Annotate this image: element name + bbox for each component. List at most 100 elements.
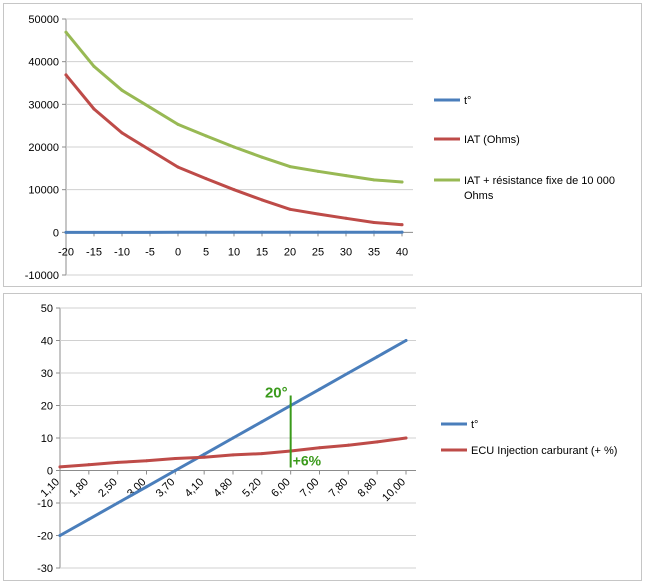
x-tick-label: -10	[114, 246, 130, 258]
x-tick-label: 10,00	[380, 476, 408, 504]
y-tick-label: 0	[47, 466, 53, 478]
x-tick-label: 10	[228, 246, 240, 258]
x-tick-label: 1,10	[38, 476, 62, 500]
x-tick-label: 5,20	[240, 476, 264, 500]
data-point-series-0	[400, 230, 404, 234]
data-point-series-2	[344, 174, 348, 178]
data-point-series-0	[260, 420, 264, 424]
x-tick-label: 6,00	[269, 476, 293, 500]
data-point-series-1	[92, 107, 96, 111]
data-point-series-1	[145, 459, 148, 463]
data-point-series-1	[64, 73, 68, 77]
data-point-series-0	[176, 230, 180, 234]
data-point-series-0	[92, 230, 96, 234]
data-point-series-1	[400, 223, 404, 227]
data-point-series-2	[232, 145, 236, 149]
x-tick-label: 15	[256, 246, 268, 258]
data-point-series-1	[375, 440, 379, 444]
data-point-series-0	[346, 371, 350, 375]
x-tick-label: 7,80	[327, 476, 351, 500]
legend-label-0: t°	[471, 419, 478, 431]
series-line-2	[64, 30, 404, 184]
y-tick-label: 20000	[28, 142, 59, 154]
data-point-series-1	[318, 446, 321, 450]
x-tick-label: 40	[396, 246, 408, 258]
series-line-1	[58, 436, 408, 469]
data-point-series-2	[316, 169, 320, 173]
data-point-series-0	[204, 230, 208, 234]
data-point-series-2	[372, 178, 376, 182]
data-point-series-2	[260, 155, 264, 159]
data-point-series-0	[344, 230, 348, 234]
y-tick-label: 50	[41, 303, 53, 315]
data-point-series-2	[64, 30, 68, 34]
data-point-series-2	[120, 88, 124, 92]
data-point-series-1	[204, 177, 208, 181]
legend-label-0: t°	[464, 95, 471, 107]
data-point-series-2	[148, 105, 152, 109]
data-point-series-0	[260, 230, 264, 234]
data-point-series-1	[346, 443, 350, 447]
data-point-series-1	[87, 463, 91, 467]
data-point-series-1	[344, 216, 348, 220]
x-tick-label: -20	[58, 246, 74, 258]
data-point-series-0	[148, 230, 152, 234]
x-tick-label: -5	[145, 246, 155, 258]
data-point-series-1	[120, 131, 124, 135]
data-point-series-1	[116, 460, 120, 464]
data-point-series-1	[231, 453, 235, 457]
data-point-series-0	[116, 501, 120, 505]
y-tick-label: 0	[53, 227, 59, 239]
data-point-series-1	[202, 455, 206, 459]
x-tick-label: 8,80	[356, 476, 380, 500]
y-tick-label: 20	[41, 401, 53, 413]
x-tick-label: 7,00	[298, 476, 322, 500]
data-point-series-0	[318, 387, 321, 391]
data-point-series-0	[145, 485, 148, 489]
data-point-series-0	[202, 452, 206, 456]
legend-label-1: IAT (Ohms)	[464, 134, 520, 146]
annotation-temperature: 20°	[265, 385, 288, 402]
data-point-series-0	[173, 469, 177, 472]
chart-panel-iat[interactable]: 50000 40000 30000 20000 10000 0 -10000 -20 -15 -1…	[3, 3, 642, 287]
data-point-series-1	[260, 198, 264, 202]
x-tick-label: 20	[284, 246, 296, 258]
data-point-series-0	[120, 230, 124, 234]
data-point-series-1	[148, 148, 152, 152]
x-tick-label: 1,80	[67, 476, 91, 500]
legend-label-1: ECU Injection carburant (+ %)	[471, 445, 617, 457]
data-point-series-0	[87, 517, 91, 521]
x-tick-label: 25	[312, 246, 324, 258]
y-tick-label: -30	[37, 563, 53, 575]
series-line-1	[64, 73, 404, 227]
x-tick-label: 2,50	[96, 476, 120, 500]
annotation-injection-percent: +6%	[293, 453, 322, 469]
data-point-series-0	[288, 230, 292, 234]
legend-label-2: IAT + résistance fixe de 10 000 Ohms	[464, 175, 615, 202]
x-tick-label: -15	[86, 246, 102, 258]
data-point-series-1	[316, 212, 320, 216]
data-point-series-0	[316, 230, 320, 234]
data-point-series-1	[404, 436, 408, 440]
y-tick-label: 40000	[28, 57, 59, 69]
y-tick-label: 10000	[28, 185, 59, 197]
data-point-series-0	[64, 230, 68, 234]
y-tick-label: -20	[37, 531, 53, 543]
data-point-series-2	[288, 165, 292, 169]
data-point-series-1	[173, 456, 177, 460]
data-point-series-0	[372, 230, 376, 234]
data-point-series-0	[231, 436, 235, 440]
data-point-series-2	[176, 122, 180, 126]
x-tick-label: 5	[203, 246, 209, 258]
y-tick-label: -10000	[25, 270, 59, 282]
data-point-series-0	[58, 534, 62, 537]
y-tick-label: -10	[37, 498, 53, 510]
x-tick-label: 35	[368, 246, 380, 258]
chart-panel-ecu[interactable]: 50 40 30 20 10 0 -10 -20 -30 1,10 1,80 2,50 3,00 3,70…	[3, 293, 642, 581]
x-tick-label: 30	[340, 246, 352, 258]
data-point-series-2	[400, 180, 404, 184]
data-point-series-1	[372, 221, 376, 225]
data-point-series-0	[404, 339, 408, 342]
x-tick-label: 4,10	[183, 476, 207, 500]
